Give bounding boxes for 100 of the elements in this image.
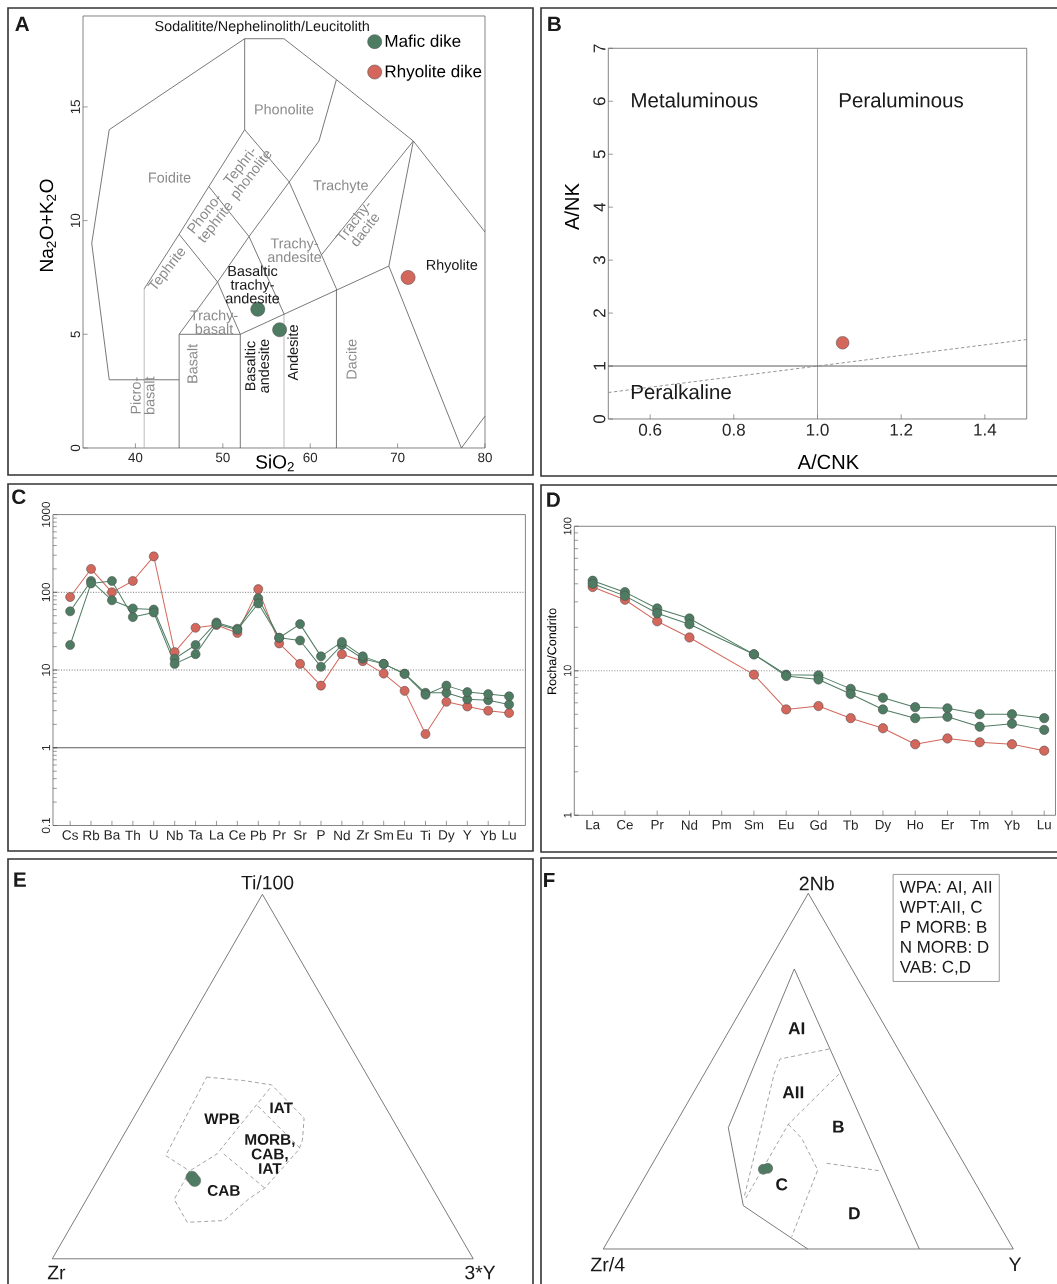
x-tick-label: 50 — [215, 452, 230, 463]
y-tick-label: 10 — [563, 665, 572, 677]
x-tick-label: Pb — [251, 830, 266, 841]
y-tick-label: 100 — [41, 582, 51, 602]
x-axis-title: SiO$_{2}$ — [256, 454, 294, 472]
x-tick-label: 0.8 — [722, 423, 745, 436]
chart-title: A — [15, 16, 30, 31]
x-tick-label: Nd — [682, 820, 698, 830]
annotation: Foidite — [149, 172, 191, 183]
x-tick-label: Rb — [83, 830, 100, 841]
x-tick-label: 80 — [478, 452, 492, 463]
x-tick-label: P — [317, 830, 325, 840]
x-tick-label: La — [586, 819, 601, 830]
text: 3*Y — [465, 1265, 496, 1280]
y-tick-label: 5 — [593, 150, 606, 159]
x-tick-label: Sr — [293, 830, 307, 840]
legend-label: Mafic dike — [385, 34, 461, 47]
y-tick-label: 5 — [70, 331, 81, 338]
annotation: Basalt — [186, 343, 198, 383]
y-tick-label: 1 — [42, 745, 51, 751]
x-tick-label: 1.4 — [974, 423, 997, 436]
y-tick-label: 100 — [563, 517, 572, 535]
text: AII — [782, 1086, 804, 1099]
annotation: Basaltic andesite — [244, 339, 270, 393]
y-tick-label: 0 — [593, 414, 606, 424]
x-tick-label: Cs — [62, 830, 78, 840]
x-tick-label: 40 — [128, 452, 143, 463]
annotation: Basaltic trachy-andesite — [225, 265, 280, 304]
text: CAB — [207, 1185, 240, 1196]
y-tick-label: 6 — [593, 97, 606, 106]
legend-label: Rhyolite dike — [385, 64, 482, 81]
text: C — [776, 1178, 788, 1191]
y-tick-label: 4 — [593, 202, 606, 212]
text: B — [833, 1120, 844, 1133]
x-tick-label: Tm — [970, 819, 989, 830]
y-axis-title: A/NK — [564, 183, 580, 231]
text: WPA: AI, AII — [899, 881, 992, 895]
annotation: Trachyte — [313, 179, 368, 194]
annotation: Picro-basalt — [130, 376, 155, 414]
text: WPB — [204, 1113, 240, 1125]
x-tick-label: Er — [941, 819, 954, 830]
y-tick-label: 1 — [593, 362, 606, 370]
annotation: Peraluminous — [839, 92, 964, 108]
x-tick-label: Dy — [439, 830, 455, 843]
x-tick-label: 60 — [303, 452, 318, 463]
y-axis-title: Na$_{2}$O+K$_{2}$O — [39, 179, 56, 271]
text: Zr/4 — [590, 1257, 625, 1272]
text: MORB, CAB, IAT — [245, 1133, 295, 1174]
text: IAT — [270, 1102, 293, 1114]
text: VAB: C,D — [899, 960, 971, 975]
text: Ti/100 — [241, 875, 294, 890]
x-tick-label: 70 — [390, 452, 405, 463]
annotation: Metaluminous — [632, 92, 758, 108]
chart-title: D — [547, 492, 560, 507]
text: N MORB: D — [901, 940, 989, 953]
x-tick-label: Y — [463, 830, 472, 840]
x-tick-label: Tb — [843, 820, 858, 830]
y-tick-label: 7 — [593, 44, 606, 53]
y-tick-label: 10 — [70, 213, 81, 228]
annotation: Andesite — [287, 325, 298, 381]
x-tick-label: 1.0 — [806, 423, 829, 436]
x-tick-label: Sm — [744, 820, 764, 830]
x-tick-label: Th — [125, 830, 140, 841]
x-tick-label: Pr — [273, 830, 286, 840]
x-tick-label: Pm — [712, 819, 731, 830]
text: 2Nb — [799, 876, 834, 891]
x-tick-label: Ba — [104, 830, 121, 840]
y-tick-label: 10 — [41, 663, 51, 676]
x-tick-label: Eu — [779, 819, 794, 830]
x-tick-label: Ti — [420, 830, 430, 841]
annotation: Sodalitite/Nephelinolith/Leucitolith — [155, 20, 369, 35]
x-tick-label: 1.2 — [890, 423, 913, 436]
x-tick-label: Gd — [810, 820, 827, 830]
y-tick-label: 1 — [563, 812, 572, 818]
x-tick-label: La — [210, 830, 225, 840]
y-tick-label: 0 — [70, 444, 81, 452]
x-tick-label: U — [149, 830, 158, 840]
chart-title: B — [548, 16, 561, 32]
annotation: Dacite — [346, 339, 357, 379]
text: AI — [788, 1022, 805, 1035]
text: E — [14, 872, 26, 887]
x-tick-label: Ce — [229, 830, 246, 840]
x-tick-label: Sm — [374, 830, 393, 840]
x-tick-label: Ce — [617, 820, 633, 830]
x-tick-label: Lu — [502, 830, 516, 840]
y-axis-title: Rocha/Condrito — [547, 608, 557, 694]
text: WPT:AII, C — [899, 900, 982, 915]
x-tick-label: Yb — [480, 830, 496, 841]
text: P MORB: B — [901, 920, 987, 933]
text: D — [849, 1207, 860, 1220]
y-tick-label: 2 — [593, 309, 606, 317]
y-tick-label: 0.1 — [41, 817, 51, 834]
x-tick-label: Pr — [651, 819, 664, 830]
x-tick-label: 0.6 — [638, 423, 662, 436]
y-tick-label: 1000 — [41, 502, 51, 527]
x-tick-label: Nd — [334, 830, 350, 841]
text: Zr — [47, 1265, 66, 1280]
x-tick-label: Eu — [397, 830, 412, 840]
x-tick-label: Zr — [356, 830, 369, 840]
annotation: Rhyolite — [426, 259, 478, 273]
